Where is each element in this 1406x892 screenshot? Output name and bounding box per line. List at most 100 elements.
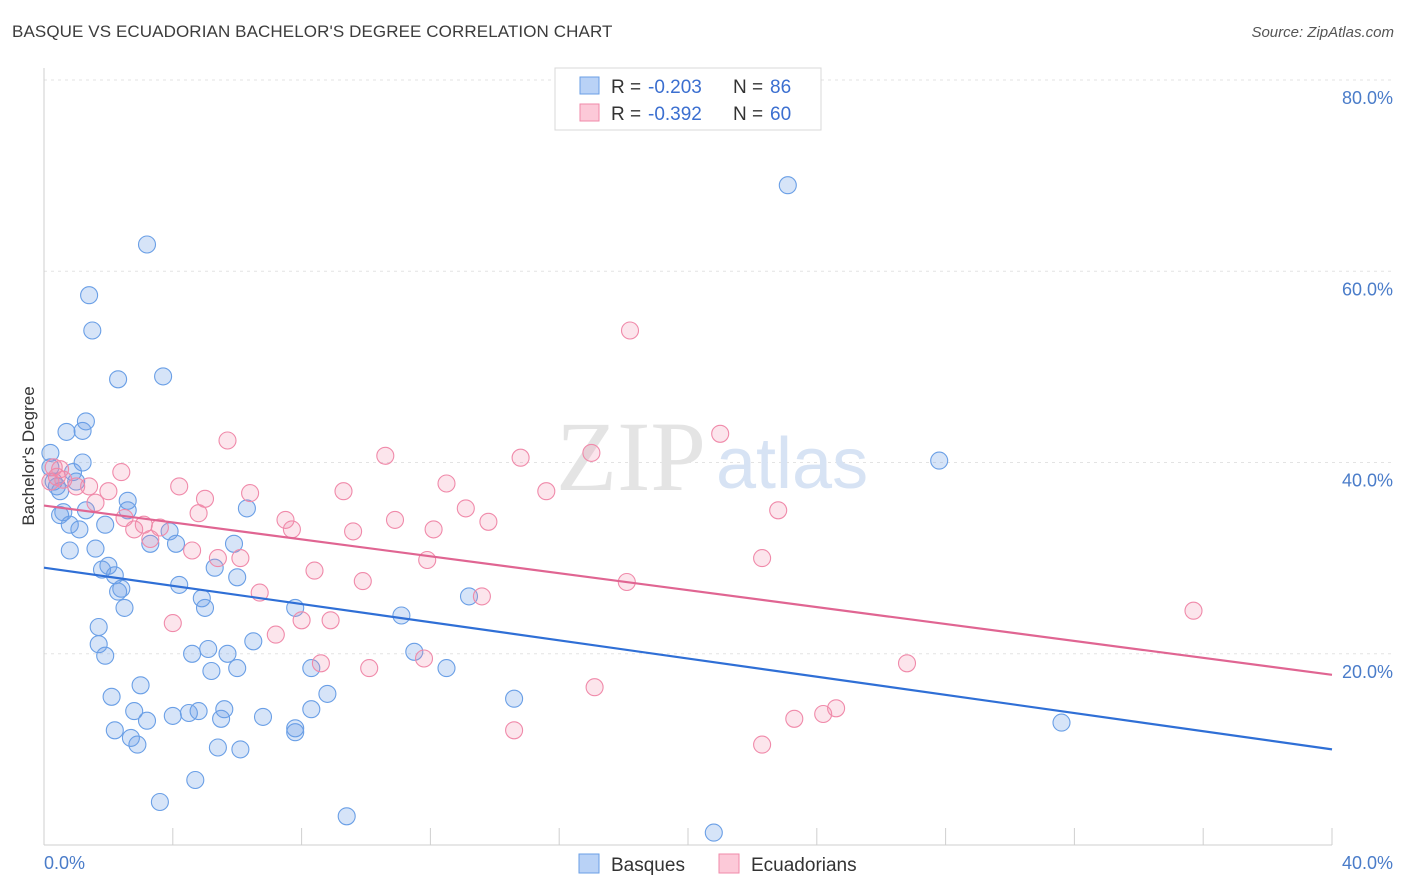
- point-basques-54: [199, 639, 218, 659]
- point-ecuadorians-47: [537, 482, 556, 501]
- point-basques-41: [141, 534, 160, 553]
- y-tick-label-60: 60.0%: [1342, 279, 1393, 299]
- point-ecuadorians-52: [711, 424, 730, 443]
- point-basques-79: [505, 689, 524, 708]
- point-ecuadorians-34: [353, 572, 372, 591]
- point-ecuadorians-3: [51, 460, 70, 479]
- point-ecuadorians-14: [150, 518, 169, 537]
- point-basques-16: [76, 412, 95, 431]
- point-basques-81: [778, 176, 797, 195]
- x-ticks: [172, 828, 1333, 845]
- point-ecuadorians-59: [897, 654, 917, 673]
- legend-n-value-ecuadorians: 60: [770, 104, 791, 125]
- bottom-legend-label-ecuadorians: Ecuadorians: [751, 855, 857, 876]
- point-basques-20: [89, 617, 108, 637]
- point-ecuadorians-48: [582, 443, 601, 462]
- point-basques-53: [195, 598, 215, 617]
- point-ecuadorians-25: [266, 625, 285, 644]
- point-ecuadorians-43: [472, 587, 491, 606]
- point-ecuadorians-50: [620, 321, 640, 340]
- point-ecuadorians-31: [321, 611, 340, 630]
- point-basques-80: [704, 823, 723, 842]
- legend-r-value-basques: -0.203: [648, 77, 702, 98]
- point-basques-14: [73, 453, 92, 472]
- point-basques-77: [437, 659, 456, 678]
- point-basques-24: [96, 515, 115, 534]
- point-ecuadorians-41: [437, 474, 456, 493]
- point-ecuadorians-15: [163, 614, 182, 633]
- y-tick-labels: 20.0% 40.0% 60.0% 80.0%: [1342, 88, 1393, 682]
- point-basques-9: [60, 541, 79, 560]
- point-ecuadorians-56: [785, 709, 804, 728]
- point-basques-30: [109, 370, 128, 389]
- point-ecuadorians-17: [183, 541, 202, 560]
- point-ecuadorians-28: [292, 611, 311, 630]
- point-basques-32: [115, 598, 134, 617]
- point-ecuadorians-27: [282, 520, 301, 539]
- point-ecuadorians-29: [305, 561, 324, 580]
- watermark-atlas: atlas: [716, 424, 868, 504]
- y-tick-label-40: 40.0%: [1342, 471, 1393, 491]
- y-tick-label-80: 80.0%: [1342, 88, 1393, 108]
- point-basques-29: [109, 582, 128, 601]
- point-ecuadorians-53: [753, 735, 772, 754]
- legend-box: R = -0.203 N = 86 R = -0.392 N = 60: [554, 67, 822, 131]
- point-ecuadorians-33: [344, 522, 363, 541]
- point-basques-74: [337, 807, 356, 826]
- point-basques-59: [215, 700, 234, 719]
- point-ecuadorians-35: [360, 659, 379, 678]
- x-tick-label-max: 40.0%: [1342, 853, 1393, 873]
- legend-n-label-ecuadorians: N =: [733, 104, 768, 125]
- point-basques-39: [137, 711, 157, 730]
- point-ecuadorians-26: [276, 510, 295, 529]
- point-ecuadorians-38: [414, 649, 434, 668]
- point-basques-7: [57, 422, 76, 441]
- point-basques-8: [60, 515, 79, 534]
- point-basques-72: [302, 659, 321, 678]
- point-ecuadorians-44: [479, 512, 498, 531]
- point-ecuadorians-42: [456, 499, 475, 518]
- point-basques-21: [89, 635, 108, 654]
- legend-r-label-basques: R =: [611, 77, 646, 98]
- point-basques-25: [99, 556, 118, 575]
- point-basques-62: [228, 659, 247, 678]
- point-basques-31: [112, 579, 131, 598]
- point-basques-43: [154, 367, 173, 386]
- point-ecuadorians-16: [170, 477, 189, 496]
- point-basques-49: [183, 644, 202, 663]
- point-basques-76: [405, 642, 424, 661]
- point-basques-12: [70, 520, 89, 539]
- point-ecuadorians-23: [241, 484, 260, 503]
- point-basques-56: [205, 558, 224, 577]
- point-basques-40: [137, 235, 157, 254]
- bottom-legend-swatch-ecuadorians: [718, 853, 740, 874]
- point-basques-75: [392, 606, 411, 625]
- point-ecuadorians-1: [44, 458, 63, 477]
- series-basques-points: [41, 176, 1071, 842]
- point-basques-67: [253, 707, 273, 726]
- legend-r-value-ecuadorians: -0.392: [648, 104, 702, 125]
- gridlines: [44, 79, 1393, 655]
- point-basques-64: [231, 740, 250, 759]
- legend-r-label-ecuadorians: R =: [611, 104, 646, 125]
- point-basques-46: [166, 534, 186, 553]
- point-ecuadorians-6: [80, 477, 99, 496]
- point-basques-17: [80, 286, 99, 305]
- legend-n-value-basques: 86: [770, 77, 791, 98]
- point-ecuadorians-9: [112, 463, 131, 482]
- point-basques-38: [131, 676, 150, 695]
- point-basques-69: [286, 719, 305, 738]
- point-ecuadorians-54: [753, 549, 772, 568]
- bottom-legend-swatch-basques: [578, 853, 600, 874]
- point-basques-36: [125, 702, 144, 721]
- point-basques-51: [189, 702, 208, 721]
- point-basques-73: [318, 684, 337, 703]
- point-basques-35: [121, 728, 140, 747]
- point-basques-83: [1052, 713, 1071, 732]
- point-basques-58: [212, 709, 231, 728]
- point-ecuadorians-49: [585, 678, 604, 697]
- point-basques-27: [105, 721, 124, 740]
- point-ecuadorians-46: [511, 448, 530, 467]
- point-basques-34: [118, 491, 137, 510]
